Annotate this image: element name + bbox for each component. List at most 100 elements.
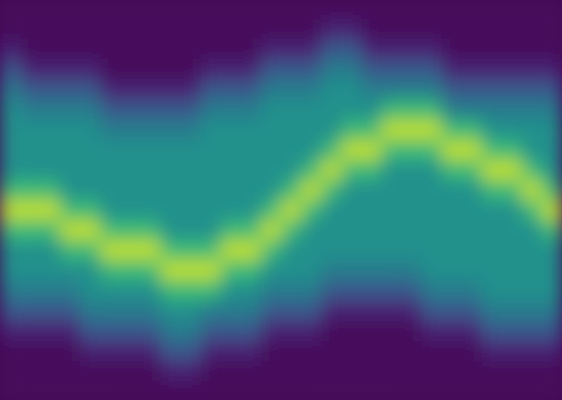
heatmap-cell xyxy=(341,0,362,21)
heatmap-cell xyxy=(201,60,222,81)
heatmap-cell xyxy=(120,120,141,141)
heatmap-cell xyxy=(361,300,382,321)
heatmap-cell xyxy=(361,260,382,281)
heatmap-cell xyxy=(522,120,543,141)
heatmap-cell xyxy=(100,320,121,341)
heatmap-cell xyxy=(0,140,21,161)
heatmap-cell xyxy=(241,360,262,381)
heatmap-cell xyxy=(221,60,242,81)
heatmap-cell xyxy=(381,380,402,400)
heatmap-cell xyxy=(462,40,483,61)
heatmap-cell xyxy=(482,220,503,241)
heatmap-cell xyxy=(301,40,322,61)
heatmap-cell xyxy=(542,280,562,301)
heatmap-cell xyxy=(161,20,182,41)
heatmap-cell xyxy=(120,100,141,121)
heatmap-cell xyxy=(401,260,422,281)
heatmap-cell xyxy=(0,180,21,201)
heatmap-cell xyxy=(40,360,61,381)
heatmap-cell xyxy=(181,380,202,400)
heatmap-cell xyxy=(482,380,503,400)
heatmap-cell xyxy=(221,280,242,301)
heatmap-cell xyxy=(221,260,242,281)
heatmap-cell xyxy=(20,320,41,341)
heatmap-cell xyxy=(281,180,302,201)
heatmap-cell xyxy=(442,40,463,61)
heatmap-cell xyxy=(161,240,182,261)
heatmap-cell xyxy=(341,160,362,181)
heatmap-cell xyxy=(201,360,222,381)
heatmap-cell xyxy=(261,200,282,221)
heatmap-cell xyxy=(100,60,121,81)
heatmap-cell xyxy=(381,80,402,101)
heatmap-cell xyxy=(542,160,562,181)
heatmap-cell xyxy=(120,40,141,61)
heatmap-cell xyxy=(201,140,222,161)
heatmap-cell xyxy=(80,200,101,221)
heatmap-cell xyxy=(422,120,443,141)
heatmap-cell xyxy=(522,180,543,201)
heatmap-cell xyxy=(301,380,322,400)
heatmap-cell xyxy=(301,180,322,201)
heatmap-cell xyxy=(361,380,382,400)
heatmap-cell xyxy=(502,360,523,381)
heatmap-cell xyxy=(281,300,302,321)
heatmap-cell xyxy=(261,40,282,61)
heatmap-cell xyxy=(201,160,222,181)
heatmap-cell xyxy=(60,320,81,341)
heatmap-cell xyxy=(221,360,242,381)
heatmap-cell xyxy=(542,100,562,121)
heatmap-cell xyxy=(20,300,41,321)
heatmap-cell xyxy=(422,160,443,181)
heatmap-cell xyxy=(100,200,121,221)
heatmap-cell xyxy=(542,140,562,161)
heatmap-cell xyxy=(100,40,121,61)
heatmap-cell xyxy=(181,300,202,321)
heatmap-cell xyxy=(341,20,362,41)
heatmap-cell xyxy=(141,320,162,341)
heatmap-cell xyxy=(281,0,302,21)
heatmap-cell xyxy=(80,60,101,81)
heatmap-cell xyxy=(20,20,41,41)
heatmap-cell xyxy=(522,340,543,361)
heatmap-cell xyxy=(100,140,121,161)
heatmap-cell xyxy=(542,40,562,61)
heatmap-cell xyxy=(341,240,362,261)
heatmap-cell xyxy=(161,380,182,400)
heatmap-cell xyxy=(241,220,262,241)
heatmap-cell xyxy=(401,300,422,321)
heatmap-cell xyxy=(241,160,262,181)
heatmap-cell xyxy=(401,320,422,341)
heatmap-cell xyxy=(100,160,121,181)
heatmap-cell xyxy=(40,200,61,221)
heatmap-cell xyxy=(442,220,463,241)
heatmap-cell xyxy=(141,240,162,261)
heatmap-cell xyxy=(361,140,382,161)
heatmap-cell xyxy=(522,0,543,21)
heatmap-cell xyxy=(542,200,562,221)
heatmap-cell xyxy=(80,320,101,341)
heatmap-cell xyxy=(60,180,81,201)
heatmap-cell xyxy=(341,140,362,161)
heatmap-cell xyxy=(0,240,21,261)
heatmap-cell xyxy=(502,200,523,221)
heatmap-cell xyxy=(542,60,562,81)
heatmap-cell xyxy=(100,240,121,261)
heatmap-cell xyxy=(221,40,242,61)
heatmap-cell xyxy=(181,340,202,361)
heatmap-cell xyxy=(0,320,21,341)
heatmap-cell xyxy=(80,120,101,141)
heatmap-cell xyxy=(60,80,81,101)
heatmap-cell xyxy=(80,100,101,121)
heatmap-cell xyxy=(20,240,41,261)
heatmap-cell xyxy=(361,360,382,381)
heatmap-cell xyxy=(181,40,202,61)
heatmap-cell xyxy=(321,60,342,81)
heatmap-cell xyxy=(80,340,101,361)
heatmap-cell xyxy=(321,380,342,400)
heatmap-cell xyxy=(341,80,362,101)
heatmap-cell xyxy=(301,100,322,121)
heatmap-cell xyxy=(80,180,101,201)
heatmap-cell xyxy=(462,140,483,161)
heatmap-cell xyxy=(361,80,382,101)
